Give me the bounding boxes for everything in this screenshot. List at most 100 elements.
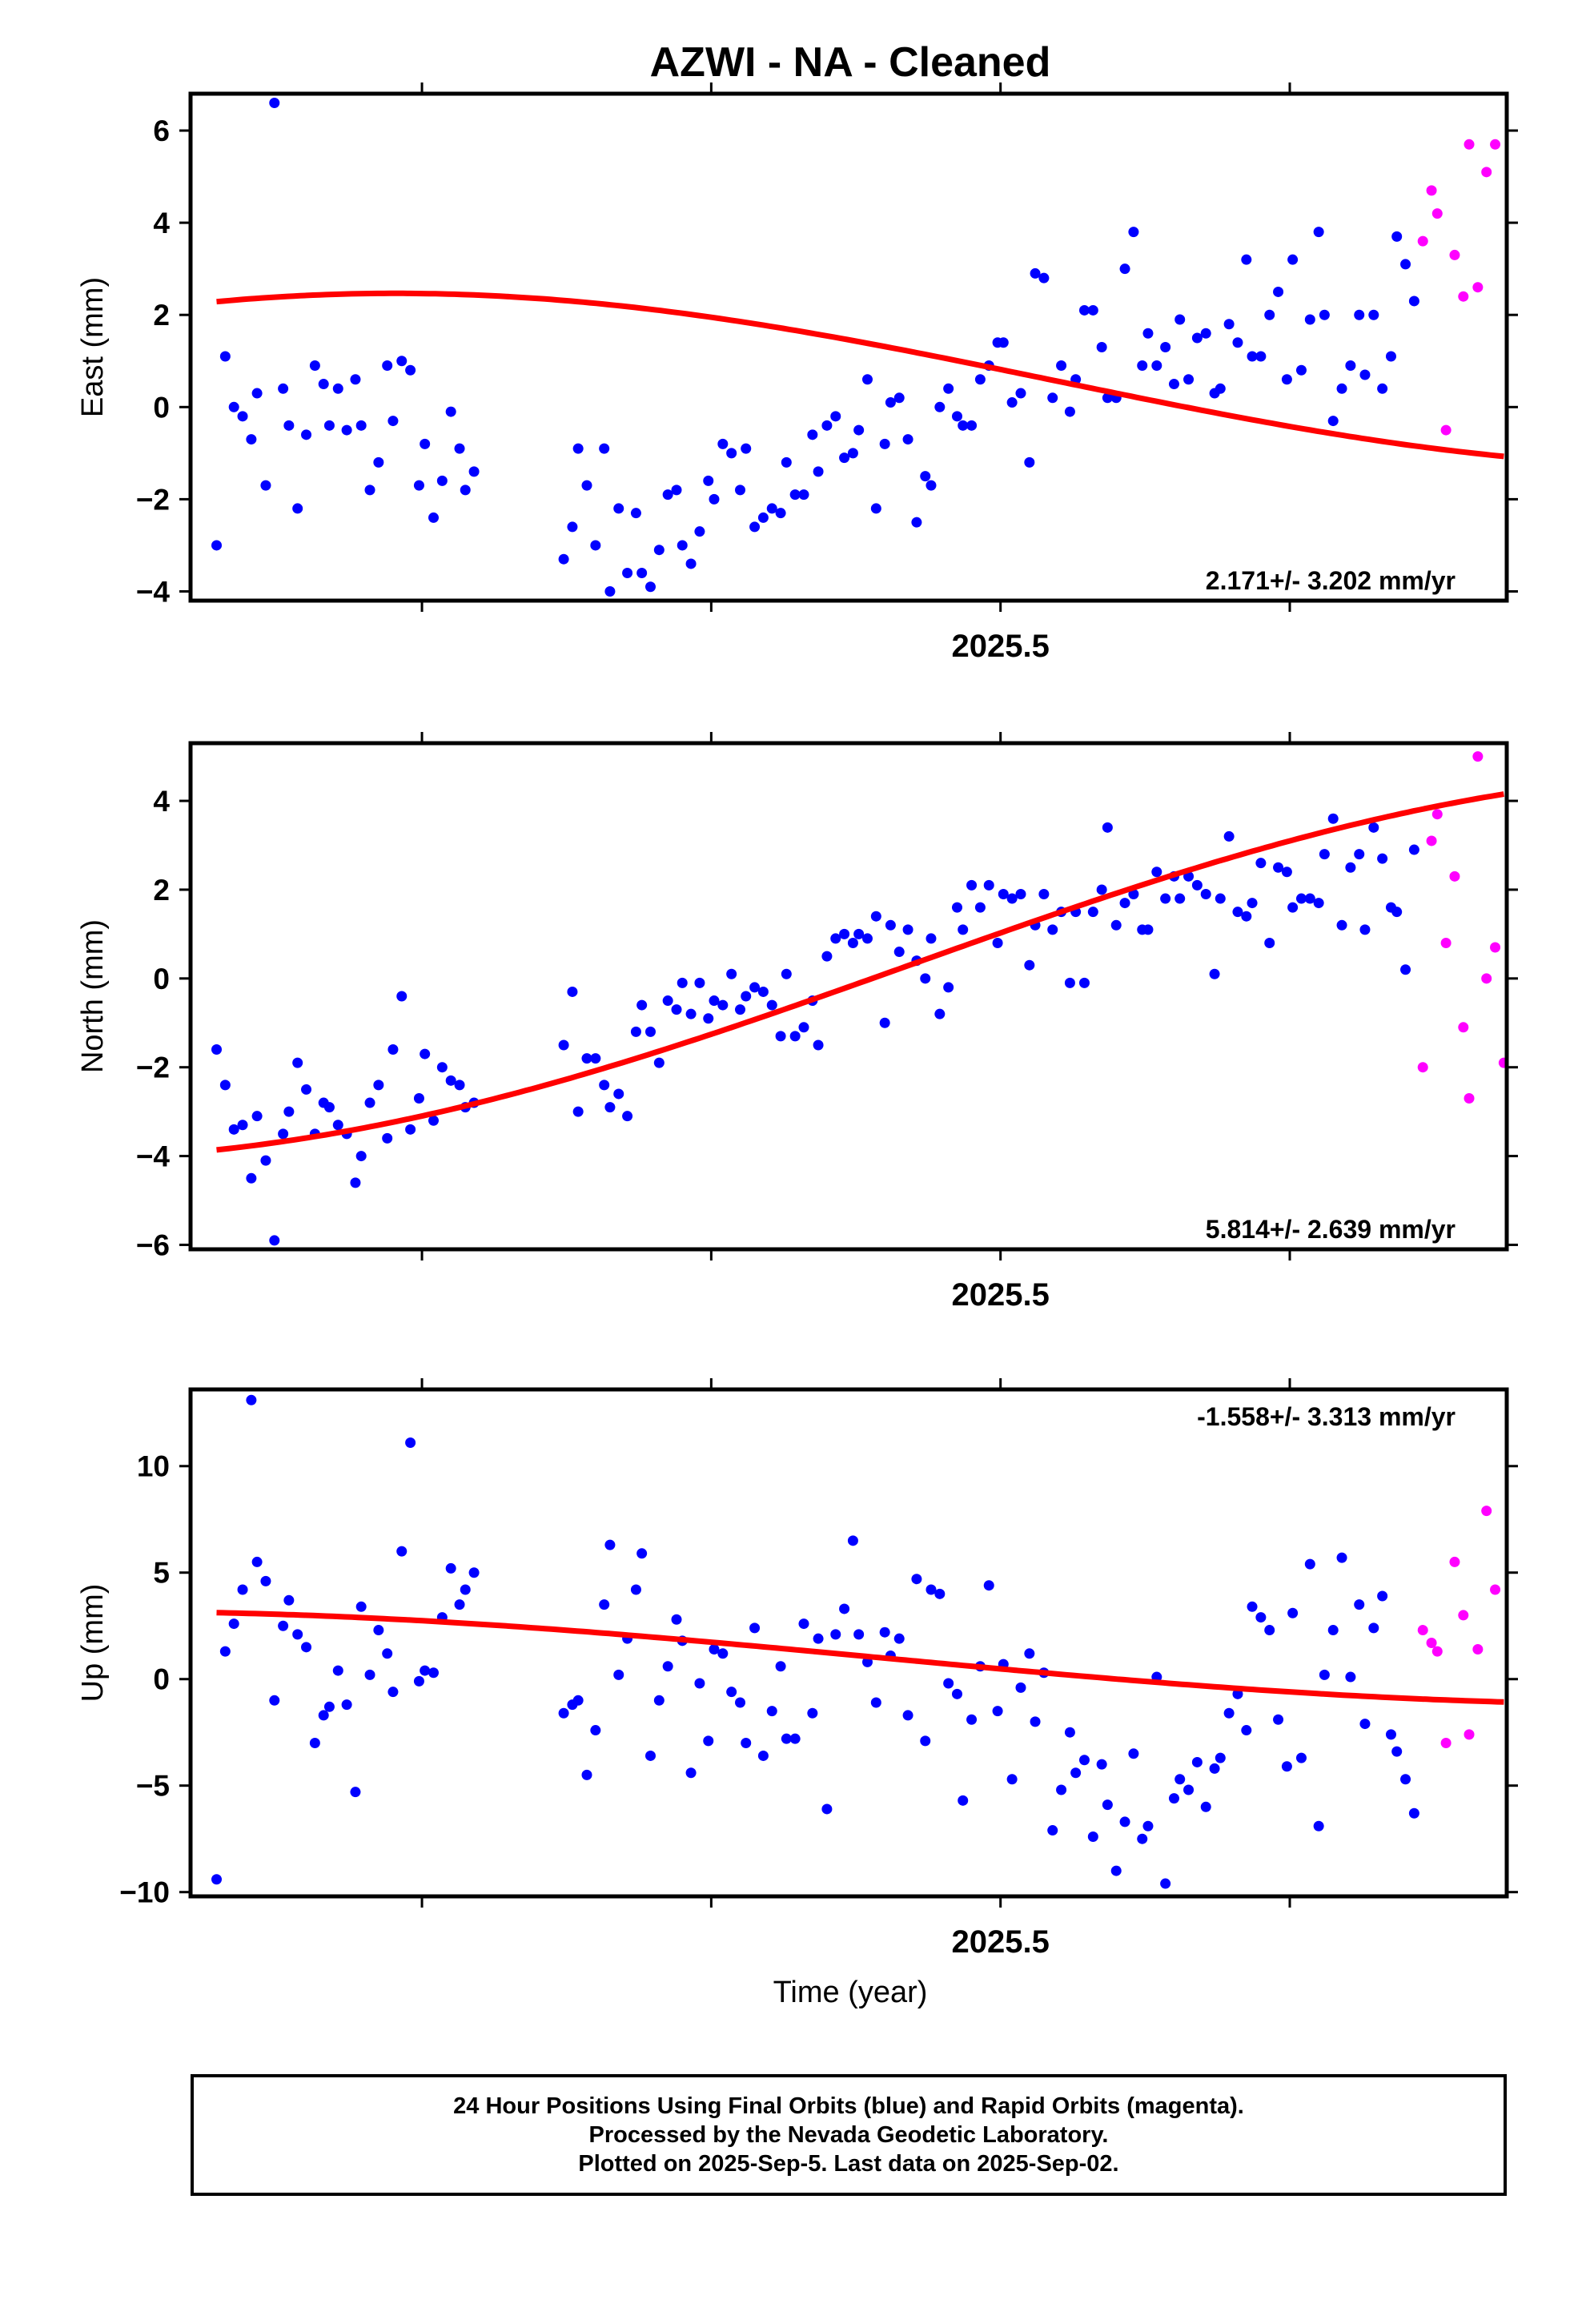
final-orbit-point: [1215, 383, 1226, 394]
final-orbit-point: [599, 1599, 610, 1610]
y-tick-label: 0: [153, 391, 170, 424]
final-orbit-point: [219, 1080, 231, 1091]
final-orbit-point: [1304, 893, 1315, 904]
final-orbit-point: [558, 1707, 569, 1719]
final-orbit-point: [694, 526, 705, 537]
final-orbit-point: [749, 1622, 761, 1634]
final-orbit-point: [318, 1710, 329, 1721]
final-orbit-point: [1137, 1833, 1148, 1844]
final-orbit-point: [1273, 286, 1284, 297]
final-orbit-point: [1232, 907, 1243, 918]
final-orbit-point: [278, 383, 289, 394]
final-orbit-point: [292, 1629, 303, 1640]
rapid-orbit-point: [1458, 291, 1469, 302]
final-orbit-point: [567, 521, 578, 533]
final-orbit-point: [613, 1088, 624, 1100]
rapid-orbit-point: [1464, 1093, 1475, 1104]
final-orbit-point: [1006, 1774, 1018, 1785]
final-orbit-point: [1295, 364, 1307, 376]
final-orbit-point: [332, 1120, 343, 1131]
final-orbit-point: [1327, 1625, 1339, 1636]
final-orbit-point: [685, 1008, 697, 1019]
rapid-orbit-point: [1464, 1729, 1475, 1740]
final-orbit-point: [1368, 822, 1379, 833]
final-orbit-point: [1064, 1727, 1075, 1738]
final-orbit-point: [1345, 862, 1356, 873]
final-orbit-point: [1142, 1820, 1154, 1831]
final-orbit-point: [879, 1626, 890, 1638]
final-orbit-point: [830, 933, 841, 944]
final-orbit-point: [228, 1618, 239, 1630]
rapid-orbit-point: [1458, 1022, 1469, 1033]
final-orbit-point: [1223, 830, 1235, 842]
final-orbit-point: [757, 1750, 769, 1761]
final-orbit-point: [1047, 392, 1058, 404]
y-tick-label: 2: [153, 874, 170, 907]
final-orbit-point: [821, 1803, 833, 1815]
rapid-orbit-point: [1417, 235, 1428, 247]
final-orbit-point: [813, 466, 824, 477]
final-orbit-point: [323, 1102, 335, 1113]
final-orbit-point: [1255, 351, 1267, 362]
final-orbit-point: [1264, 309, 1275, 320]
final-orbit-point: [1087, 907, 1098, 918]
final-orbit-point: [1287, 902, 1299, 913]
final-orbit-point: [1142, 328, 1154, 339]
final-orbit-point: [1377, 1590, 1388, 1602]
final-orbit-point: [590, 540, 601, 551]
final-orbit-point: [1304, 314, 1315, 325]
final-orbit-point: [219, 1646, 231, 1657]
rapid-orbit-point: [1426, 1638, 1437, 1648]
y-tick-label: −4: [136, 575, 171, 608]
data-layer: [211, 751, 1507, 1246]
final-orbit-point: [821, 420, 833, 431]
final-orbit-point: [413, 1093, 424, 1104]
final-orbit-point: [460, 1584, 471, 1595]
final-orbit-point: [766, 1706, 777, 1717]
final-orbit-point: [1006, 397, 1018, 408]
final-orbit-point: [382, 1132, 393, 1144]
final-orbit-point: [604, 585, 616, 597]
final-orbit-point: [1345, 360, 1356, 372]
final-orbit-point: [405, 364, 416, 376]
final-orbit-point: [861, 374, 873, 385]
final-orbit-point: [460, 485, 471, 496]
final-orbit-point: [364, 1097, 375, 1108]
rapid-orbit-point: [1431, 1646, 1443, 1657]
final-orbit-point: [558, 553, 569, 565]
final-orbit-point: [951, 1688, 962, 1699]
final-orbit-point: [292, 503, 303, 514]
final-orbit-point: [1078, 1755, 1090, 1766]
final-orbit-point: [902, 1710, 913, 1721]
final-orbit-point: [1385, 351, 1396, 362]
final-orbit-point: [741, 443, 752, 454]
final-orbit-point: [599, 443, 610, 454]
panel-3: −10 −5 0 5 10 2025.5 Up (mm) -1.558+/- 3.313 mm…: [76, 1378, 1518, 1960]
final-orbit-point: [454, 1599, 465, 1610]
final-orbit-point: [821, 951, 833, 962]
final-orbit-point: [1295, 893, 1307, 904]
panel-frame: [188, 1387, 1509, 1899]
final-orbit-point: [966, 1714, 978, 1725]
x-tick-label: 2025.5: [952, 629, 1050, 664]
panel-frame: [188, 91, 1509, 603]
y-tick-label: −4: [136, 1140, 171, 1173]
final-orbit-point: [436, 1062, 448, 1073]
final-orbit-point: [630, 508, 641, 519]
final-orbit-point: [893, 392, 905, 404]
final-orbit-point: [355, 420, 367, 431]
final-orbit-point: [1264, 1625, 1275, 1636]
final-orbit-point: [572, 1106, 584, 1117]
final-orbit-point: [1200, 888, 1211, 899]
rapid-orbit-point: [1426, 185, 1437, 196]
final-orbit-point: [283, 1106, 295, 1117]
final-orbit-point: [893, 1633, 905, 1644]
final-orbit-point: [428, 512, 440, 523]
final-orbit-point: [1102, 1799, 1113, 1811]
final-orbit-point: [839, 452, 850, 464]
final-orbit-point: [387, 416, 399, 427]
final-orbit-point: [741, 991, 752, 1002]
final-orbit-point: [636, 999, 648, 1011]
final-orbit-point: [323, 420, 335, 431]
fit-curve: [216, 791, 1504, 1153]
